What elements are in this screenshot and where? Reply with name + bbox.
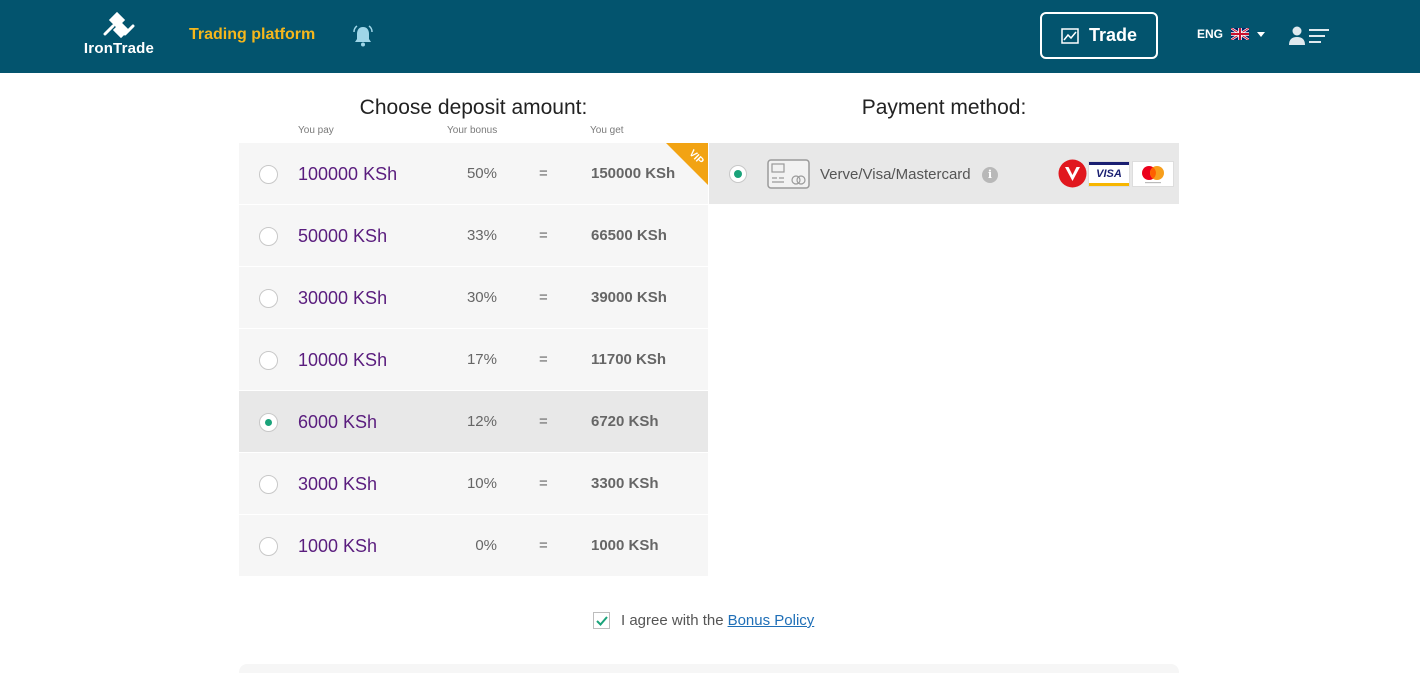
equals-sign: = [539,537,548,554]
trade-button[interactable]: Trade [1040,12,1158,59]
deposit-radio[interactable] [259,537,278,556]
verve-logo-icon [1058,159,1087,188]
deposit-row-3000[interactable]: 3000 KSh 10% = 3300 KSh [239,453,708,515]
bell-icon[interactable] [351,24,375,48]
deposit-get-amount: 3300 KSh [591,475,659,492]
bonus-agreement: I agree with the Bonus Policy [593,612,814,629]
payment-radio-selected[interactable] [729,165,747,183]
language-code: ENG [1197,27,1224,41]
vip-badge-label: VIP [686,147,706,168]
deposit-radio-selected[interactable] [259,413,278,432]
equals-sign: = [539,475,548,492]
deposit-pay-amount: 100000 KSh [298,164,398,184]
info-icon[interactable]: i [982,167,998,183]
agree-text: I agree with the [621,612,724,629]
deposit-bonus-percent: 33% [466,227,497,244]
deposit-bonus-percent: 0% [475,537,497,554]
mastercard-logo-icon [1132,161,1174,187]
deposit-radio[interactable] [259,227,278,246]
deposit-row-1000[interactable]: 1000 KSh 0% = 1000 KSh [239,515,708,577]
deposit-amount-list: 100000 KSh 50% = 150000 KSh VIP 50000 KS… [239,143,708,577]
top-header: IronTrade Trading platform Trade ENG [0,0,1420,73]
deposit-row-50000[interactable]: 50000 KSh 33% = 66500 KSh [239,205,708,267]
deposit-radio[interactable] [259,289,278,308]
trading-platform-link[interactable]: Trading platform [189,26,316,43]
deposit-pay-amount: 50000 KSh [298,226,388,246]
deposit-get-amount: 66500 KSh [591,227,667,244]
chevron-down-icon [1257,31,1266,37]
deposit-bonus-percent: 17% [466,351,497,368]
deposit-get-amount: 39000 KSh [591,289,667,306]
chart-icon [1061,27,1079,44]
equals-sign: = [539,413,548,430]
column-you-pay: You pay [298,125,334,136]
visa-logo-text: VISA [1096,168,1122,180]
trade-button-label: Trade [1088,25,1138,45]
column-you-get: You get [590,125,624,136]
deposit-row-6000[interactable]: 6000 KSh 12% = 6720 KSh [239,391,708,453]
bonus-policy-link[interactable]: Bonus Policy [727,612,815,629]
bottom-panel [239,664,1179,673]
uk-flag-icon [1231,28,1250,40]
user-menu-icon[interactable] [1289,25,1329,47]
equals-sign: = [539,289,548,306]
deposit-row-10000[interactable]: 10000 KSh 17% = 11700 KSh [239,329,708,391]
payment-title: Payment method: [861,96,1027,119]
deposit-pay-amount: 1000 KSh [298,536,378,556]
deposit-get-amount: 6720 KSh [591,413,659,430]
deposit-radio[interactable] [259,475,278,494]
deposit-row-30000[interactable]: 30000 KSh 30% = 39000 KSh [239,267,708,329]
deposit-get-amount: 11700 KSh [591,351,667,368]
vip-badge: VIP [666,143,708,185]
visa-logo-icon: VISA [1088,161,1130,187]
checkmark-icon [596,616,608,626]
deposit-bonus-percent: 30% [466,289,497,306]
payment-method-label: Verve/Visa/Mastercard [820,166,971,183]
visa-bar-top [1089,162,1129,165]
equals-sign: = [539,165,548,182]
language-selector[interactable]: ENG [1197,27,1266,41]
column-your-bonus: Your bonus [447,125,498,136]
deposit-bonus-percent: 10% [466,475,497,492]
mastercard-circles-icon [1142,166,1164,184]
equals-sign: = [539,227,548,244]
irontrade-logo[interactable]: IronTrade [82,12,156,60]
agree-checkbox[interactable] [593,612,610,629]
deposit-bonus-percent: 50% [466,165,497,182]
deposit-pay-amount: 3000 KSh [298,474,378,494]
plug-logo-icon [103,12,135,39]
deposit-pay-amount: 10000 KSh [298,350,388,370]
deposit-pay-amount: 30000 KSh [298,288,388,308]
bank-card-icon [767,159,810,189]
deposit-bonus-percent: 12% [466,413,497,430]
deposit-pay-amount: 6000 KSh [298,412,378,432]
logo-text: IronTrade [83,40,155,57]
deposit-radio[interactable] [259,351,278,370]
payment-method-card[interactable]: Verve/Visa/Mastercard i VISA [709,143,1179,204]
visa-bar-bottom [1089,183,1129,186]
deposit-get-amount: 150000 KSh [591,165,676,182]
deposit-radio[interactable] [259,165,278,184]
deposit-row-100000[interactable]: 100000 KSh 50% = 150000 KSh VIP [239,143,708,205]
deposit-get-amount: 1000 KSh [591,537,659,554]
deposit-title: Choose deposit amount: [359,96,588,119]
equals-sign: = [539,351,548,368]
